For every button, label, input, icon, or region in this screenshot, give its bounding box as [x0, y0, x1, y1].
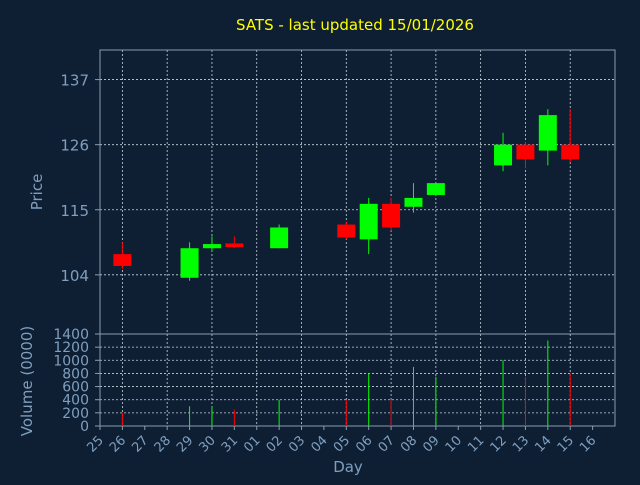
x-tick-label: 26 — [107, 433, 129, 455]
candle-body — [516, 144, 535, 160]
x-tick-label: 29 — [174, 433, 196, 455]
candle-body — [494, 144, 513, 166]
x-tick-label: 27 — [129, 433, 151, 455]
candle-body — [538, 115, 557, 151]
price-grid — [100, 50, 616, 334]
volume-tick-label: 600 — [62, 380, 89, 396]
volume-bars — [121, 340, 571, 426]
x-tick-label: 05 — [331, 433, 353, 455]
x-tick-label: 28 — [152, 433, 174, 455]
x-tick-label: 07 — [376, 433, 398, 455]
volume-panel-frame — [99, 333, 616, 427]
x-tick-label: 01 — [241, 433, 263, 455]
volume-tick-label: 1400 — [53, 327, 89, 343]
x-tick-label: 14 — [532, 433, 554, 455]
x-tick-label: 16 — [577, 433, 599, 455]
price-axis-label: Price — [28, 174, 46, 211]
x-tick-label: 08 — [398, 433, 420, 455]
x-tick-label: 09 — [420, 433, 442, 455]
x-tick-label: 15 — [555, 433, 577, 455]
x-tick-label: 02 — [264, 433, 286, 455]
x-tick-label: 13 — [510, 433, 532, 455]
price-tick-label: 104 — [60, 267, 89, 285]
candle-body — [404, 197, 423, 207]
price-tick-label: 126 — [60, 137, 89, 155]
candle-body — [270, 227, 289, 249]
x-tick-label: 06 — [353, 433, 375, 455]
candle-body — [337, 224, 356, 238]
volume-axis-label: Volume (0000) — [18, 326, 36, 436]
chart-title: SATS - last updated 15/01/2026 — [236, 16, 474, 34]
x-tick-label: 31 — [219, 433, 241, 455]
price-y-axis: 104 115 126 137 — [60, 72, 100, 285]
volume-tick-label: 200 — [62, 406, 89, 422]
x-tick-label: 04 — [308, 433, 330, 455]
x-tick-label: 11 — [465, 433, 487, 455]
x-axis: 25 26 27 28 29 30 31 01 02 03 04 05 06 07 08 09 10 11 12 13… — [85, 426, 599, 456]
candle-body — [113, 254, 132, 266]
candle-body — [359, 203, 378, 240]
candle-body — [225, 243, 244, 248]
x-tick-label: 12 — [488, 433, 510, 455]
candle-body — [180, 248, 199, 278]
x-tick-label: 10 — [443, 433, 465, 455]
volume-grid — [100, 334, 616, 426]
candle-body — [561, 144, 580, 160]
volume-tick-label: 1000 — [53, 353, 89, 369]
price-panel-frame — [99, 49, 616, 335]
x-tick-label: 25 — [85, 433, 107, 455]
price-tick-label: 137 — [60, 72, 89, 90]
volume-tick-label: 1200 — [53, 340, 89, 356]
x-tick-label: 30 — [196, 433, 218, 455]
candle-body — [202, 244, 221, 249]
candles — [113, 109, 580, 281]
candle-body — [382, 203, 401, 228]
x-tick-label: 03 — [286, 433, 308, 455]
x-axis-label: Day — [333, 458, 363, 476]
candle-body — [426, 183, 445, 195]
volume-tick-label: 0 — [80, 419, 89, 435]
price-tick-label: 115 — [60, 202, 89, 220]
volume-tick-label: 400 — [62, 393, 89, 409]
volume-tick-label: 800 — [62, 366, 89, 382]
